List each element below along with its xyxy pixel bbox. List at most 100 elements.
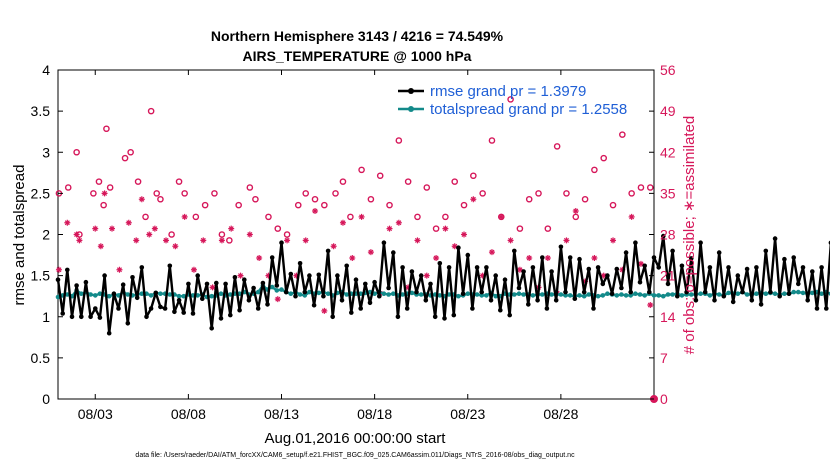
totalspread-point	[274, 288, 280, 293]
obs-possible-point	[73, 148, 80, 156]
rmse-point	[540, 255, 545, 260]
series-layer	[55, 233, 830, 336]
rmse-point	[386, 285, 391, 291]
rmse-point	[749, 298, 755, 303]
totalspread-point	[628, 293, 633, 298]
rmse-point	[484, 265, 489, 270]
rmse-point	[451, 312, 457, 318]
obs-possible-point	[127, 148, 134, 156]
obs-assimilated-point	[628, 213, 635, 220]
obs-assimilated-point	[200, 237, 207, 244]
rmse-point	[218, 316, 224, 321]
rmse-point	[153, 290, 159, 296]
rmse-point	[763, 248, 769, 254]
rmse-point	[97, 315, 103, 320]
rmse-point	[209, 326, 214, 331]
rmse-point	[186, 281, 191, 287]
totalspread-point	[791, 289, 796, 295]
rmse-point	[176, 298, 182, 303]
rmse-point	[633, 240, 638, 245]
obs-possible-point	[147, 107, 155, 115]
obs-possible-point	[451, 178, 459, 185]
rmse-point	[69, 314, 75, 320]
totalspread-point	[707, 293, 713, 298]
y-tick-label: 3	[42, 144, 50, 160]
rmse-point	[824, 306, 829, 311]
rmse-point	[758, 302, 764, 307]
rmse-point	[106, 330, 112, 336]
rmse-point	[372, 279, 377, 285]
obs-assimilated-point	[423, 272, 430, 279]
asterisk-stroke	[146, 231, 152, 238]
asterisk-stroke	[92, 226, 98, 232]
legend-item-totalspread: totalspread grand pr = 1.2558	[398, 101, 627, 118]
totalspread-point	[484, 293, 489, 298]
rmse-point	[456, 245, 461, 250]
rmse-point	[474, 265, 480, 270]
totalspread-point	[297, 292, 303, 297]
y-tick-label-right: 21	[660, 268, 676, 284]
totalspread-point	[679, 293, 685, 298]
totalspread-point	[819, 291, 824, 297]
asterisk-stroke	[629, 214, 635, 220]
rmse-point	[60, 311, 65, 316]
asterisk-stroke	[331, 243, 337, 249]
rmse-point	[134, 295, 140, 301]
obs-possible-point	[103, 125, 110, 133]
obs-possible-point	[516, 225, 524, 232]
totalspread-point	[516, 291, 522, 297]
asterisk-stroke	[470, 196, 476, 202]
rmse-point	[432, 314, 438, 320]
asterisk-stroke	[424, 273, 430, 279]
asterisk-stroke	[139, 196, 145, 202]
rmse-point	[586, 266, 592, 272]
obs-assimilated-point	[395, 219, 402, 226]
chart-title: Northern Hemisphere 3143 / 4216 = 74.549…	[211, 28, 504, 44]
totalspread-point	[97, 291, 103, 297]
rmse-point	[549, 269, 554, 274]
totalspread-point	[325, 291, 331, 297]
obs-assimilated-point	[237, 272, 244, 279]
rmse-point	[712, 298, 717, 303]
obs-possible-point	[479, 190, 486, 197]
obs-possible-point	[235, 201, 242, 209]
rmse-point	[335, 273, 340, 278]
rmse-point	[609, 291, 615, 297]
obs-possible-point	[321, 201, 328, 209]
rmse-point	[269, 255, 275, 260]
obs-assimilated-layer	[55, 190, 654, 314]
legend: rmse grand pr = 1.3979 totalspread grand…	[398, 83, 627, 118]
y-tick-label: 2	[42, 227, 50, 243]
totalspread-point	[698, 291, 703, 297]
legend-item-rmse: rmse grand pr = 1.3979	[398, 83, 586, 100]
obs-assimilated-point	[470, 196, 477, 203]
obs-possible-point	[192, 213, 200, 221]
rmse-point	[55, 277, 61, 283]
rmse-point	[465, 252, 471, 258]
rmse-point	[74, 283, 79, 288]
rmse-point	[577, 256, 582, 262]
asterisk-stroke	[573, 208, 579, 214]
obs-possible-point	[226, 237, 233, 244]
obs-assimilated-point	[563, 237, 570, 244]
y-tick-label: 0.5	[31, 350, 51, 366]
rmse-point	[358, 306, 364, 311]
obs-possible-point	[395, 137, 403, 144]
asterisk-stroke	[387, 226, 393, 232]
obs-possible-point	[525, 195, 533, 203]
rmse-point	[414, 289, 419, 295]
rmse-point	[702, 289, 708, 295]
obs-possible-point	[218, 231, 226, 238]
rmse-point	[349, 310, 354, 315]
rmse-point	[721, 293, 727, 299]
rmse-point	[125, 321, 131, 326]
obs-assimilated-point	[349, 255, 356, 261]
rmse-point	[144, 314, 149, 320]
rmse-point	[553, 298, 559, 303]
rmse-point	[181, 310, 186, 315]
obs-possible-point	[252, 195, 259, 203]
totalspread-point	[558, 292, 564, 297]
obs-assimilated-point	[312, 208, 319, 214]
asterisk-stroke	[109, 226, 115, 232]
rmse-point	[88, 314, 93, 320]
